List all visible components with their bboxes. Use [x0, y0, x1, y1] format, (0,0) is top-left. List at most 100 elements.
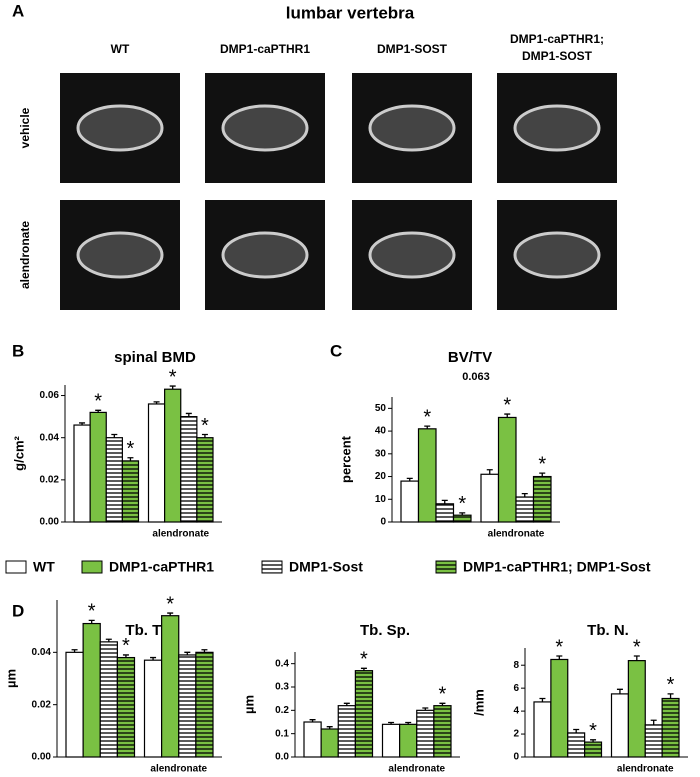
panel-label: D: [12, 601, 24, 620]
error-bar: [616, 688, 623, 694]
panel-label: B: [12, 341, 24, 360]
error-bar: [153, 401, 160, 404]
row-label: alendronate: [18, 221, 32, 289]
legend-label: DMP1-caPTHR1: [109, 559, 214, 575]
bar: [381, 723, 401, 758]
error-bar: [486, 469, 493, 475]
error-bar: [424, 425, 431, 429]
error-bar: [184, 651, 191, 655]
error-bar: [309, 719, 316, 722]
y-axis-label: g/cm²: [11, 435, 26, 470]
error-bar: [441, 499, 448, 504]
bar: [567, 732, 586, 758]
chart-title: Tb. Sp.: [360, 622, 410, 639]
bar: [435, 503, 455, 523]
column-label: DMP1-SOST: [377, 42, 448, 56]
bar: [116, 656, 136, 758]
chart-title: BV/TV: [448, 349, 492, 366]
legend-swatch: [5, 560, 27, 574]
y-tick-label: 0.02: [32, 699, 52, 710]
y-tick-label: 0.06: [40, 390, 60, 401]
bar: [584, 741, 603, 758]
error-bar: [405, 721, 412, 725]
legend-label: DMP1-Sost: [289, 559, 363, 575]
error-bar: [633, 655, 640, 661]
column-label: DMP1-caPTHR1: [220, 42, 310, 56]
error-bar: [88, 619, 95, 624]
error-bar: [111, 433, 118, 438]
x-tick-label: alendronate: [150, 764, 207, 775]
bar: [303, 721, 322, 758]
bar: [400, 480, 420, 523]
bar: [82, 622, 101, 758]
bar: [661, 697, 680, 758]
bar: [99, 641, 118, 758]
bar: [610, 693, 629, 758]
vertebra-section: [368, 104, 456, 152]
error-bar: [122, 654, 129, 658]
bar: [337, 705, 356, 758]
legend-swatch: [435, 560, 457, 574]
legend-swatch: [81, 560, 103, 574]
significance-marker: *: [589, 720, 597, 742]
error-bar: [521, 492, 528, 497]
y-tick-label: 30: [375, 448, 387, 459]
significance-marker: *: [166, 593, 174, 615]
error-bar: [201, 649, 208, 653]
y-tick-label: 0.00: [32, 752, 52, 763]
y-tick-label: 0: [380, 517, 386, 528]
y-tick-label: 0: [513, 752, 519, 763]
bar: [550, 658, 569, 758]
significance-marker: *: [122, 635, 130, 657]
bar: [480, 473, 500, 523]
error-bar: [406, 477, 413, 482]
significance-marker: *: [201, 415, 209, 437]
error-bar: [127, 457, 134, 461]
vertebra-section: [76, 104, 164, 152]
significance-marker: *: [423, 406, 431, 428]
vertebra-section: [368, 231, 456, 279]
y-axis-label: µm: [3, 669, 18, 688]
column-label: WT: [111, 42, 130, 56]
bar: [627, 660, 646, 758]
vertebra-section: [513, 231, 601, 279]
error-bar: [650, 719, 657, 725]
error-bar: [590, 739, 597, 743]
y-tick-label: 0.4: [275, 658, 289, 669]
y-tick-label: 20: [375, 471, 387, 482]
error-bar: [360, 667, 367, 671]
significance-marker: *: [667, 674, 675, 696]
bar: [354, 670, 374, 758]
y-tick-label: 0.3: [275, 682, 289, 693]
error-bar: [573, 728, 580, 733]
significance-marker: *: [439, 684, 447, 706]
significance-marker: *: [88, 601, 96, 623]
y-tick-label: 10: [375, 494, 387, 505]
column-label: DMP1-caPTHR1;: [510, 32, 604, 46]
error-bar: [539, 697, 546, 702]
y-tick-label: 4: [513, 706, 519, 717]
error-bar: [167, 612, 174, 616]
y-tick-label: 0.00: [40, 517, 60, 528]
error-bar: [79, 422, 86, 426]
legend-label: WT: [33, 559, 55, 575]
chart-title: spinal BMD: [114, 349, 196, 366]
error-bar: [150, 656, 157, 661]
bar: [121, 460, 140, 523]
bar: [532, 475, 552, 523]
row-label: vehicle: [18, 107, 32, 148]
y-tick-label: 2: [513, 729, 519, 740]
y-tick-label: 0.2: [275, 705, 289, 716]
panel-title: lumbar vertebra: [286, 3, 415, 22]
column-label: DMP1-SOST: [522, 49, 593, 63]
y-axis-label: µm: [241, 695, 256, 714]
y-tick-label: 0.04: [32, 647, 52, 658]
legend-swatch: [261, 560, 283, 574]
y-axis-label: /mm: [471, 689, 486, 716]
bar: [65, 651, 84, 758]
bar: [89, 411, 107, 523]
error-bar: [667, 693, 674, 699]
significance-marker: *: [458, 493, 466, 515]
y-axis-label: percent: [338, 435, 353, 483]
